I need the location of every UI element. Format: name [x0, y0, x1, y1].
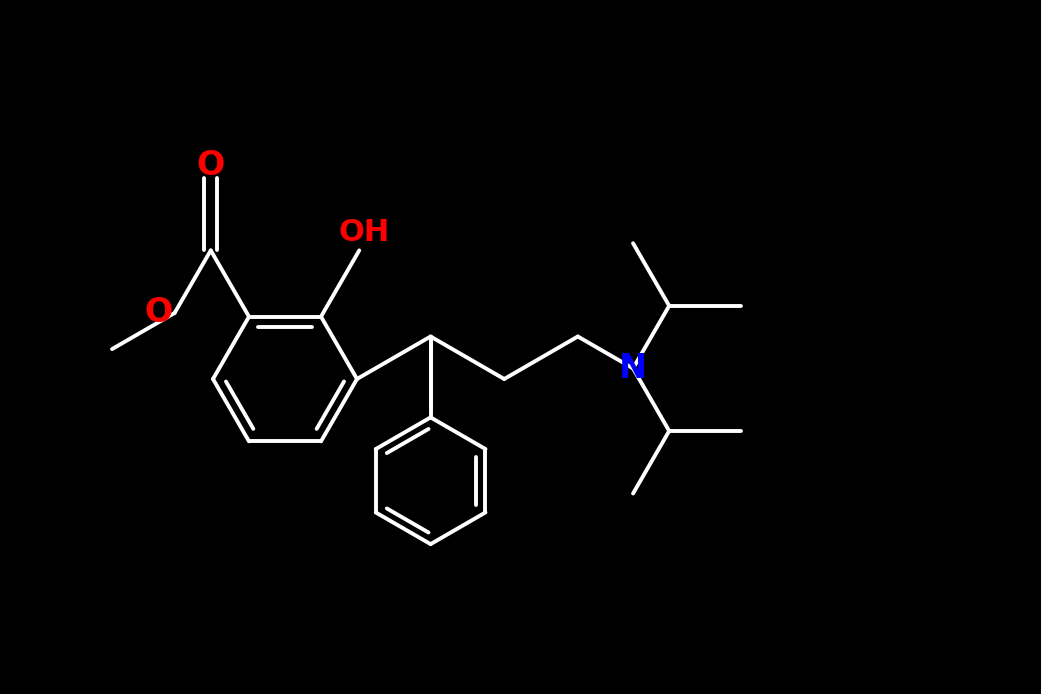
Text: OH: OH — [338, 218, 390, 247]
Text: N: N — [619, 352, 648, 385]
Text: O: O — [145, 296, 173, 330]
Text: O: O — [197, 149, 225, 182]
